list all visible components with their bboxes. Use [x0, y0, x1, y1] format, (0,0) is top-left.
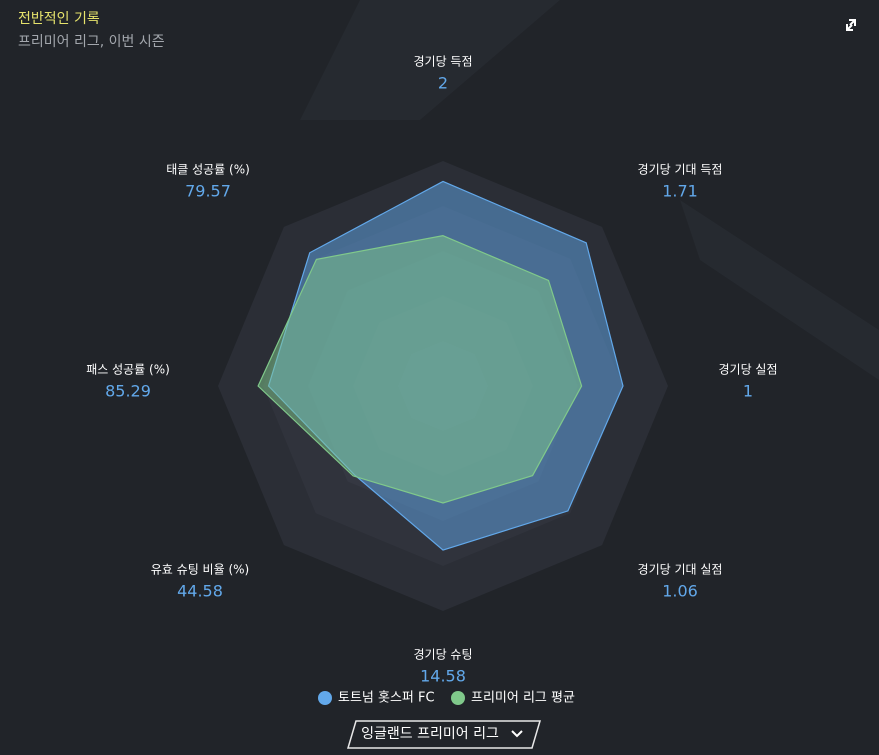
axis-label: 패스 성공률 (%): [86, 363, 170, 377]
axis-label: 경기당 득점: [413, 55, 472, 69]
value-label: 14.58: [420, 667, 466, 686]
value-label: 85.29: [105, 382, 151, 401]
value-label: 1: [743, 382, 753, 401]
chart-subtitle: 프리미어 리그, 이번 시즌: [18, 34, 165, 50]
axis-label: 경기당 슈팅: [413, 648, 472, 662]
chart-title: 전반적인 기록: [18, 11, 100, 27]
value-label: 79.57: [185, 182, 231, 201]
axis-label: 태클 성공률 (%): [166, 163, 250, 177]
legend-label: 토트넘 홋스퍼 FC: [338, 691, 435, 706]
axis-label: 유효 슈팅 비율 (%): [151, 563, 249, 577]
radar-area: [257, 235, 583, 504]
dropdown-box[interactable]: [346, 720, 542, 749]
value-label: 2: [438, 74, 448, 93]
axis-label: 경기당 기대 실점: [638, 563, 723, 577]
bg-shape: [680, 200, 879, 380]
dropdown-label[interactable]: 잉글랜드 프리미어 리그: [361, 726, 499, 742]
value-label: 1.71: [662, 182, 698, 201]
bg-shape: [300, 0, 560, 120]
legend: 토트넘 홋스퍼 FC 프리미어 리그 평균: [318, 691, 575, 706]
dropdown-chevron[interactable]: [511, 730, 523, 738]
legend-swatch: [318, 691, 332, 705]
axis-label: 경기당 실점: [718, 363, 777, 377]
legend-label: 프리미어 리그 평균: [471, 691, 575, 706]
axis-label: 경기당 기대 득점: [638, 163, 723, 177]
expand-icon[interactable]: [846, 19, 856, 31]
value-label: 1.06: [662, 582, 698, 601]
legend-swatch: [451, 691, 465, 705]
value-label: 44.58: [177, 582, 223, 601]
dropdown[interactable]: 잉글랜드 프리미어 리그: [346, 720, 542, 749]
